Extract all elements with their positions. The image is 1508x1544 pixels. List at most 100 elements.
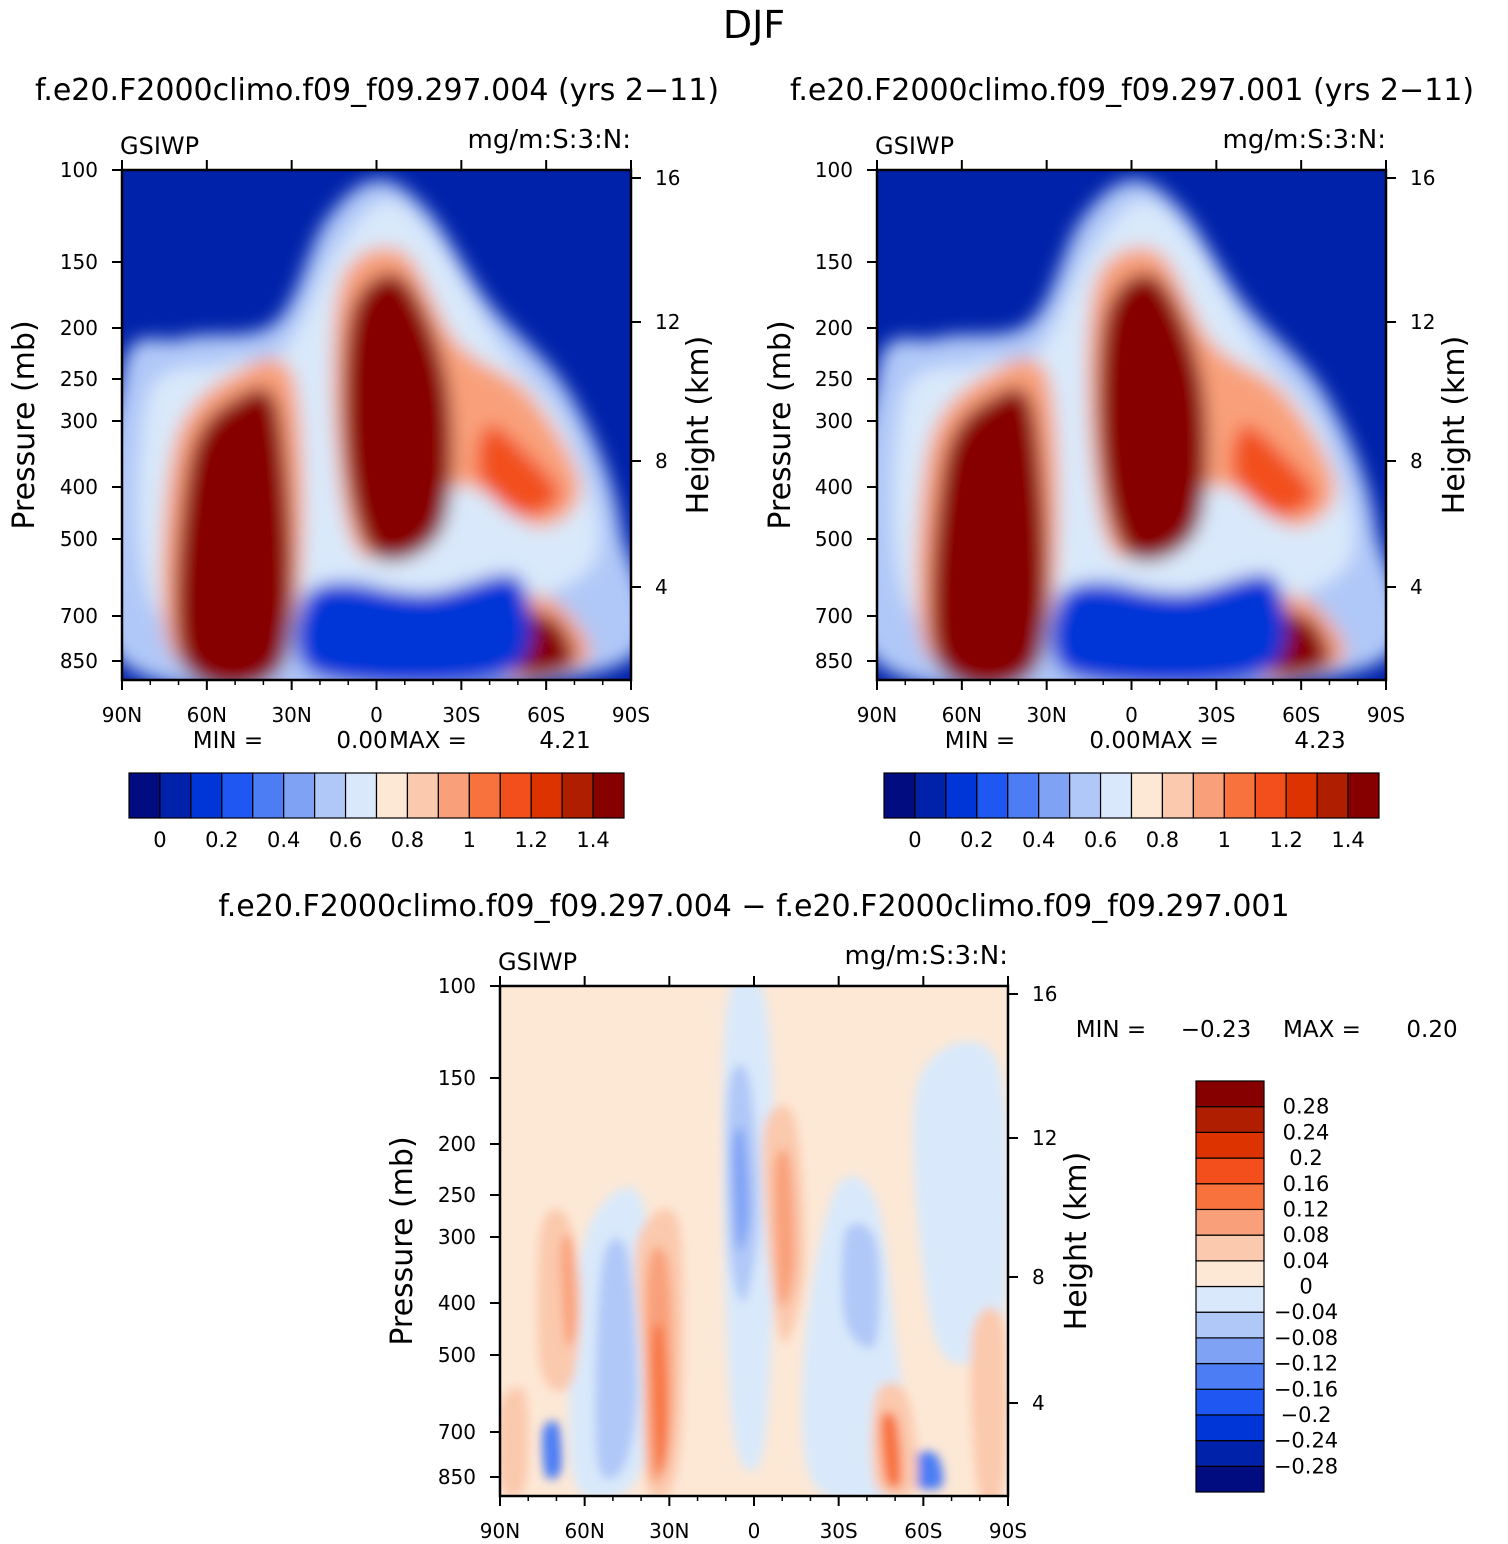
colorbar-swatch bbox=[1192, 772, 1225, 819]
colorbar-label: 0.8 bbox=[1146, 828, 1179, 852]
min-value: 0.00 bbox=[336, 728, 387, 754]
colorbar-swatch bbox=[1195, 1414, 1265, 1442]
y-tick-label: 100 bbox=[815, 158, 853, 182]
colorbar-label: 0.24 bbox=[1283, 1120, 1330, 1144]
max-value: 4.21 bbox=[539, 728, 590, 754]
y2-tick-label: 8 bbox=[655, 449, 668, 473]
max-value: 0.20 bbox=[1406, 1017, 1457, 1043]
chart-panel-2: f.e20.F2000climo.f09_f09.297.001 (yrs 2−… bbox=[763, 73, 1474, 852]
contour-region-10 bbox=[913, 1451, 944, 1490]
contour-region-21 bbox=[880, 1411, 902, 1489]
colorbar-label: −0.28 bbox=[1274, 1454, 1338, 1478]
colorbar-label: −0.12 bbox=[1274, 1352, 1338, 1376]
y-tick-label: 500 bbox=[815, 527, 853, 551]
colorbar-swatch bbox=[1195, 1157, 1265, 1185]
contour-region-9 bbox=[542, 1420, 562, 1480]
colorbar-label: −0.2 bbox=[1281, 1403, 1332, 1427]
colorbar-swatch bbox=[344, 772, 378, 819]
y-tick-label: 500 bbox=[438, 1343, 476, 1367]
x-tick-label: 30S bbox=[1197, 703, 1235, 727]
colorbar-swatch bbox=[1195, 1208, 1265, 1236]
colorbar-swatch bbox=[128, 772, 161, 819]
variable-label: GSIWP bbox=[120, 132, 199, 160]
y-axis-title: Pressure (mb) bbox=[763, 320, 798, 529]
x-tick-label: 60N bbox=[942, 703, 982, 727]
min-label: MIN = bbox=[193, 728, 263, 754]
x-tick-label: 30S bbox=[820, 1519, 858, 1543]
colorbar-swatch bbox=[1195, 1260, 1265, 1288]
chart-panel-3: f.e20.F2000climo.f09_f09.297.004 − f.e20… bbox=[218, 889, 1457, 1543]
contour-region-3 bbox=[913, 1041, 1008, 1364]
x-tick-label: 90N bbox=[480, 1519, 520, 1543]
contour-region-10 bbox=[1051, 574, 1287, 680]
min-label: MIN = bbox=[1076, 1017, 1146, 1043]
y-tick-label: 250 bbox=[60, 367, 98, 391]
y2-axis-title: Height (km) bbox=[1059, 1152, 1094, 1331]
contour-region-6 bbox=[930, 387, 1048, 680]
y2-tick-label: 4 bbox=[1410, 575, 1423, 599]
colorbar-swatch bbox=[252, 772, 285, 819]
min-label: MIN = bbox=[945, 728, 1015, 754]
contour-region-5 bbox=[595, 1237, 638, 1480]
colorbar-swatch bbox=[1285, 772, 1318, 819]
contour-region-7 bbox=[343, 273, 453, 562]
contour-region-15 bbox=[970, 1307, 1007, 1496]
colorbar-swatch bbox=[1223, 772, 1256, 819]
y-axis-title: Pressure (mb) bbox=[7, 320, 42, 529]
x-tick-label: 90S bbox=[612, 703, 650, 727]
colorbar-label: 0.2 bbox=[205, 828, 238, 852]
colorbar-label: 1.4 bbox=[1331, 828, 1364, 852]
colorbar-swatch bbox=[314, 772, 347, 819]
units-label: mg/m:S:3:N: bbox=[1223, 125, 1386, 155]
x-tick-label: 0 bbox=[1125, 703, 1138, 727]
y2-tick-label: 4 bbox=[1032, 1391, 1045, 1415]
x-tick-label: 90N bbox=[857, 703, 897, 727]
y-axis-title: Pressure (mb) bbox=[385, 1136, 420, 1345]
panel-title: f.e20.F2000climo.f09_f09.297.001 (yrs 2−… bbox=[790, 73, 1474, 108]
contour-region-6 bbox=[175, 387, 293, 680]
colorbar-label: 0.6 bbox=[329, 828, 362, 852]
colorbar-label: 0.2 bbox=[1289, 1146, 1322, 1170]
contour-region-19 bbox=[560, 1234, 577, 1348]
y-tick-label: 150 bbox=[60, 250, 98, 274]
y-tick-label: 850 bbox=[60, 649, 98, 673]
contour-region-18 bbox=[773, 1149, 796, 1307]
colorbar-swatch bbox=[976, 772, 1009, 819]
y-tick-label: 200 bbox=[815, 316, 853, 340]
contour-region-8 bbox=[732, 1127, 750, 1252]
colorbar-swatch bbox=[1195, 1440, 1265, 1467]
max-value: 4.23 bbox=[1294, 728, 1345, 754]
colorbar-label: 1.2 bbox=[514, 828, 547, 852]
colorbar-label: −0.24 bbox=[1274, 1429, 1338, 1453]
y-tick-label: 300 bbox=[438, 1225, 476, 1249]
y-tick-label: 150 bbox=[438, 1066, 476, 1090]
colorbar-swatch bbox=[1195, 1234, 1265, 1262]
y2-tick-label: 16 bbox=[1032, 982, 1057, 1006]
y-tick-label: 700 bbox=[438, 1420, 476, 1444]
contour-field bbox=[500, 986, 1008, 1496]
max-label: MAX = bbox=[1283, 1017, 1361, 1043]
figure-title: DJF bbox=[723, 3, 785, 47]
colorbar-swatch bbox=[1195, 1183, 1265, 1211]
colorbar-label: 0.08 bbox=[1283, 1223, 1330, 1247]
colorbar-label: 0.12 bbox=[1283, 1197, 1330, 1221]
y-tick-label: 150 bbox=[815, 250, 853, 274]
y2-tick-label: 12 bbox=[1032, 1126, 1057, 1150]
x-tick-label: 60N bbox=[564, 1519, 604, 1543]
contour-region-10 bbox=[296, 574, 532, 680]
colorbar: 0 0.2 0.4 0.6 0.8 1 1.2 1.4 bbox=[883, 772, 1380, 852]
colorbar-label: −0.16 bbox=[1274, 1377, 1338, 1401]
colorbar-swatch bbox=[1195, 1285, 1265, 1313]
y2-tick-label: 16 bbox=[1410, 166, 1435, 190]
panel-title: f.e20.F2000climo.f09_f09.297.004 (yrs 2−… bbox=[35, 73, 719, 108]
y-tick-label: 850 bbox=[438, 1465, 476, 1489]
y2-axis-title: Height (km) bbox=[681, 336, 716, 515]
units-label: mg/m:S:3:N: bbox=[845, 941, 1008, 971]
colorbar-swatch bbox=[375, 772, 409, 819]
units-label: mg/m:S:3:N: bbox=[468, 125, 631, 155]
colorbar-label: 0.4 bbox=[267, 828, 300, 852]
x-tick-label: 90S bbox=[989, 1519, 1027, 1543]
colorbar-label: 0.28 bbox=[1283, 1095, 1330, 1119]
min-value: 0.00 bbox=[1089, 728, 1140, 754]
x-tick-label: 60S bbox=[1282, 703, 1320, 727]
